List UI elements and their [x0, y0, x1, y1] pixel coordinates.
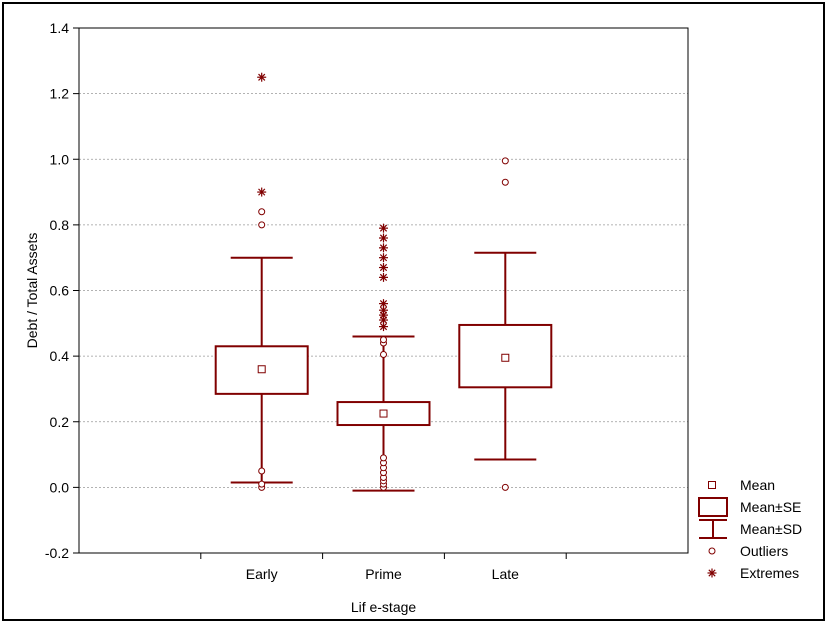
y-tick-label: 0.8	[50, 217, 70, 233]
outlier-marker	[380, 454, 387, 462]
y-axis-title: Debt / Total Assets	[24, 233, 40, 349]
legend-label: Outliers	[740, 543, 788, 559]
extreme-marker	[379, 299, 388, 309]
mean-marker	[257, 365, 266, 374]
y-tick-label: 1.4	[50, 20, 70, 36]
y-tick-label: 0.6	[50, 283, 70, 299]
extreme-marker	[379, 263, 388, 273]
mean-marker	[501, 353, 510, 362]
outlier-marker	[501, 483, 509, 491]
outlier-marker	[258, 467, 266, 475]
box-late	[458, 157, 553, 491]
y-axis-ticks: -0.2 0.0 0.2 0.4 0.6 0.8 1.0 1.2 1.4	[45, 20, 79, 561]
outlier-marker	[380, 336, 387, 344]
y-tick-label: -0.2	[45, 545, 69, 561]
outlier-marker	[258, 480, 266, 488]
x-tick-label: Prime	[365, 566, 402, 582]
extreme-marker	[379, 272, 388, 282]
extreme-marker	[379, 243, 388, 253]
legend-outlier-symbol	[708, 547, 716, 555]
y-tick-label: 0.2	[50, 414, 70, 430]
outlier-marker	[258, 221, 266, 229]
x-tick-label: Early	[246, 566, 278, 582]
legend-sd-symbol	[699, 519, 727, 539]
y-tick-label: 0.4	[50, 348, 70, 364]
legend-label: Mean±SE	[740, 499, 801, 515]
extreme-marker	[379, 253, 388, 263]
extreme-marker	[257, 187, 267, 197]
box-series	[214, 72, 553, 492]
extreme-marker	[707, 568, 717, 578]
x-tick-label: Late	[492, 566, 519, 582]
y-tick-label: 1.2	[50, 86, 70, 102]
extreme-marker	[379, 305, 388, 315]
y-tick-label: 1.0	[50, 151, 70, 167]
outlier-marker	[380, 350, 387, 358]
legend-se-symbol	[698, 497, 728, 517]
outlier-marker	[501, 178, 509, 186]
y-tick-label: 0.0	[50, 479, 70, 495]
box-prime	[336, 223, 431, 492]
outlier-marker	[501, 157, 509, 165]
box-early	[214, 72, 309, 491]
mean-marker	[379, 409, 388, 418]
x-axis-title: Lif e-stage	[351, 599, 417, 615]
extreme-marker	[379, 223, 388, 233]
extreme-marker	[379, 322, 388, 332]
extreme-marker	[379, 233, 388, 243]
legend: Mean Mean±SE Mean±SD Outliers Extremes	[698, 477, 802, 581]
x-axis-ticks: Early Prime Late	[200, 553, 567, 582]
outlier-marker	[258, 208, 266, 216]
legend-label: Extremes	[740, 565, 799, 581]
extreme-marker	[257, 72, 267, 82]
legend-label: Mean±SD	[740, 521, 802, 537]
legend-label: Mean	[740, 477, 775, 493]
legend-mean-symbol	[708, 481, 716, 489]
